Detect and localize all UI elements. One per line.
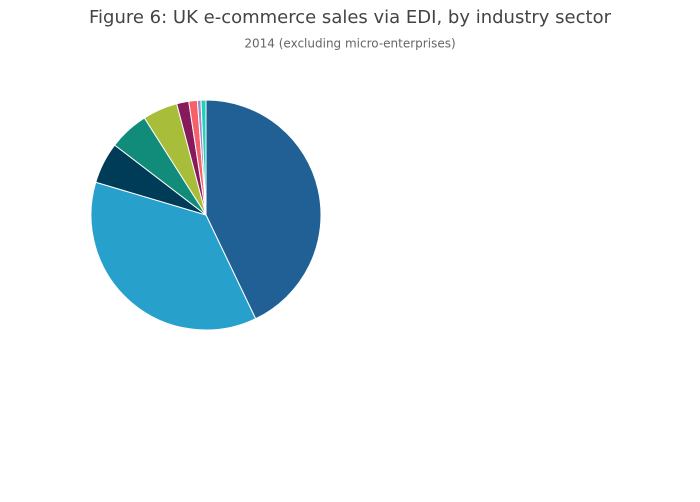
chart-subtitle: 2014 (excluding micro-enterprises) <box>244 37 455 51</box>
pie-slice <box>90 181 257 331</box>
pie-slice <box>200 99 207 216</box>
pie-slice <box>205 99 322 320</box>
chart-title: Figure 6: UK e-commerce sales via EDI, b… <box>89 7 612 28</box>
